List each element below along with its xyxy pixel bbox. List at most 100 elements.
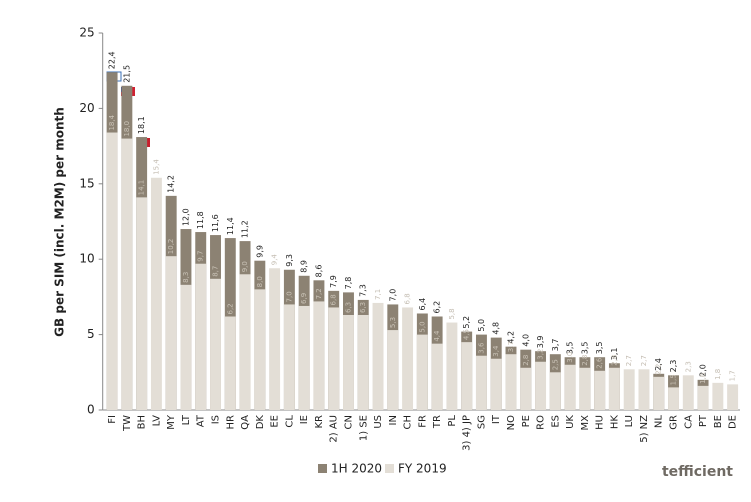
x-tick-label: LU	[624, 415, 635, 427]
bar-fy-2019	[283, 304, 295, 410]
bar-fy-2019	[475, 355, 487, 410]
value-label-1h-2020: 3,5	[595, 341, 604, 354]
value-label-fy-2019: 2,5	[551, 359, 559, 370]
x-tick-label: KR	[314, 415, 325, 429]
value-label-1h-2020: 11,8	[196, 211, 205, 229]
y-axis-title: GB per SIM (incl. M2M) per month	[53, 107, 67, 337]
x-tick-label: CL	[284, 415, 295, 428]
x-tick-label: GR	[669, 415, 680, 430]
bar-fy-2019	[313, 301, 325, 410]
value-label-1h-2020: 12,0	[181, 208, 190, 226]
bar-fy-2019	[608, 367, 620, 410]
value-label-1h-2020: 4,0	[521, 334, 530, 347]
x-tick-label: PL	[447, 415, 458, 427]
value-label-1h-2020: 7,8	[344, 277, 353, 290]
x-tick-label: 3) 4) JP	[462, 415, 473, 451]
value-label-1h-2020: 11,6	[211, 214, 220, 232]
value-label-1h-2020: 8,6	[314, 265, 323, 278]
bar-fy-2019	[535, 361, 547, 410]
bar-fy-2019	[180, 284, 192, 410]
value-label-1h-2020: 3,9	[536, 335, 545, 348]
value-label-1h-2020: 21,5	[122, 65, 131, 83]
bar-fy-2019	[461, 342, 473, 410]
value-label-1h-2020: 5,0	[477, 319, 486, 332]
value-label-fy-2019: 6,3	[359, 302, 367, 313]
value-label-fy-2019: 2,3	[684, 361, 692, 372]
value-label-1h-2020: 18,1	[137, 116, 146, 134]
x-tick-label: NL	[654, 415, 665, 428]
bar-fy-2019	[520, 367, 532, 410]
bar-fy-2019	[239, 274, 251, 410]
value-label-fy-2019: 1,6	[699, 372, 707, 384]
y-tick-label: 10	[79, 252, 94, 266]
value-label-fy-2019: 3,2	[537, 349, 545, 360]
bar-fy-2019	[638, 369, 650, 410]
value-label-fy-2019: 2,8	[522, 355, 530, 366]
value-label-fy-2019: 15,4	[152, 159, 160, 175]
value-label-fy-2019: 3,4	[492, 345, 500, 357]
legend-label: FY 2019	[398, 462, 447, 476]
x-tick-label: EE	[270, 415, 281, 428]
value-label-1h-2020: 4,8	[492, 322, 501, 335]
bar-fy-2019	[594, 370, 606, 410]
bar-fy-2019	[195, 263, 207, 410]
x-tick-label: PE	[521, 415, 532, 427]
value-label-fy-2019: 3,7	[507, 341, 515, 352]
value-label-fy-2019: 8,7	[212, 266, 220, 277]
value-label-fy-2019: 9,0	[241, 261, 249, 272]
y-tick-label: 25	[79, 26, 94, 40]
value-label-fy-2019: 3,0	[566, 352, 574, 363]
bar-fy-2019	[490, 358, 502, 410]
bar-fy-2019	[653, 376, 665, 410]
value-label-1h-2020: 7,3	[359, 284, 368, 297]
value-label-fy-2019: 7,2	[315, 288, 323, 299]
y-tick-label: 20	[79, 101, 94, 115]
x-tick-label: BH	[137, 415, 148, 429]
value-label-fy-2019: 2,6	[596, 357, 604, 369]
value-label-fy-2019: 18,4	[108, 114, 116, 130]
value-label-1h-2020: 3,1	[610, 348, 619, 361]
bar-fy-2019	[446, 322, 458, 410]
bar-fy-2019	[623, 369, 635, 410]
bar-fy-2019	[416, 334, 428, 410]
logo: tefficient	[662, 464, 733, 480]
bar-fy-2019	[579, 367, 591, 410]
bar-fy-2019	[165, 256, 177, 410]
x-tick-label: CH	[403, 415, 414, 430]
value-label-fy-2019: 6,8	[404, 293, 412, 304]
bar-fy-2019	[668, 387, 679, 410]
value-label-1h-2020: 7,9	[329, 275, 338, 288]
x-tick-label: TR	[432, 415, 443, 429]
value-label-1h-2020: 3,7	[551, 338, 560, 351]
bar-fy-2019	[136, 197, 148, 410]
value-label-fy-2019: 3,6	[477, 342, 485, 354]
bar-fy-2019	[298, 305, 310, 410]
x-tick-label: DE	[728, 415, 739, 429]
x-tick-label: US	[373, 415, 384, 429]
x-tick-label: MX	[580, 415, 591, 431]
x-tick-label: HR	[225, 415, 236, 430]
value-label-1h-2020: 2,0	[699, 364, 708, 377]
x-tick-label: DK	[255, 415, 266, 430]
bar-fy-2019	[712, 382, 724, 410]
value-label-1h-2020: 2,3	[669, 360, 678, 373]
x-tick-label: HU	[595, 415, 606, 430]
bar-fy-2019	[106, 132, 118, 410]
x-tick-label: ES	[550, 415, 561, 428]
legend-label: 1H 2020	[331, 462, 382, 476]
x-tick-label: BE	[713, 415, 724, 428]
value-label-fy-2019: 5,0	[418, 321, 426, 332]
value-label-fy-2019: 6,3	[344, 302, 352, 313]
x-tick-label: TW	[122, 415, 133, 432]
value-label-fy-2019: 7,0	[285, 291, 293, 302]
value-label-fy-2019: 18,0	[123, 121, 131, 137]
x-tick-label: 1) SE	[358, 415, 369, 441]
x-tick-label: FR	[417, 415, 428, 428]
value-label-fy-2019: 5,8	[448, 308, 456, 319]
legend-swatch	[385, 464, 394, 473]
value-label-fy-2019: 2,7	[640, 355, 648, 366]
value-label-1h-2020: 22,4	[108, 51, 117, 69]
x-tick-label: LT	[181, 414, 192, 425]
x-tick-label: IN	[388, 415, 399, 425]
